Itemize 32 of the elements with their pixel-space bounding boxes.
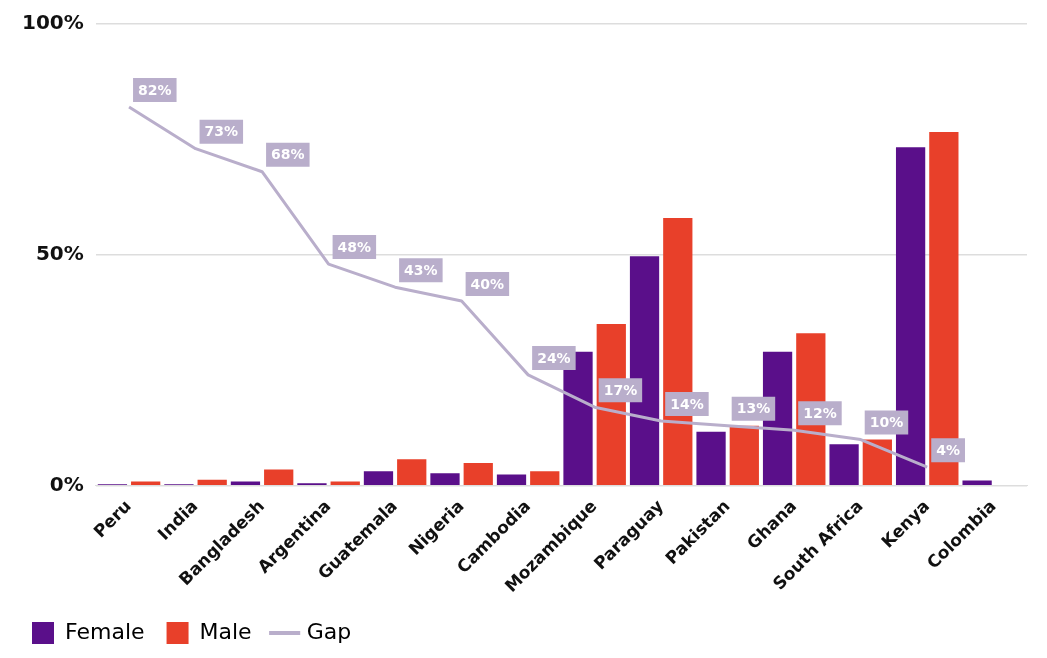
bar	[264, 469, 294, 485]
data-label: 82%	[138, 81, 172, 98]
bar	[530, 471, 560, 485]
bar	[496, 474, 527, 485]
data-label: 40%	[470, 275, 505, 292]
data-label: 14%	[670, 395, 704, 412]
bar	[397, 459, 427, 485]
bar	[430, 473, 460, 485]
legend-label: Gap	[306, 618, 352, 644]
data-label: 12%	[803, 404, 837, 421]
bar	[829, 444, 859, 485]
bar	[363, 471, 394, 485]
data-label: 43%	[404, 261, 438, 278]
bar	[463, 463, 493, 485]
bar	[962, 480, 992, 485]
bar	[197, 479, 227, 485]
data-label: 10%	[869, 414, 904, 431]
bar	[696, 431, 726, 485]
data-label: 24%	[537, 349, 571, 366]
data-label: 13%	[736, 400, 771, 417]
y-tick-label: 0%	[49, 471, 84, 496]
data-label: 48%	[337, 238, 372, 255]
legend-label: Female	[65, 618, 145, 644]
bar	[729, 425, 759, 485]
y-tick-label: 50%	[35, 241, 84, 266]
data-label: 68%	[271, 146, 305, 163]
data-label: 4%	[936, 441, 961, 458]
legend-label: Male	[199, 618, 252, 644]
data-label: 73%	[204, 123, 239, 140]
y-tick-label: 100%	[21, 10, 84, 35]
bar	[862, 439, 892, 485]
data-label: 17%	[603, 381, 638, 398]
